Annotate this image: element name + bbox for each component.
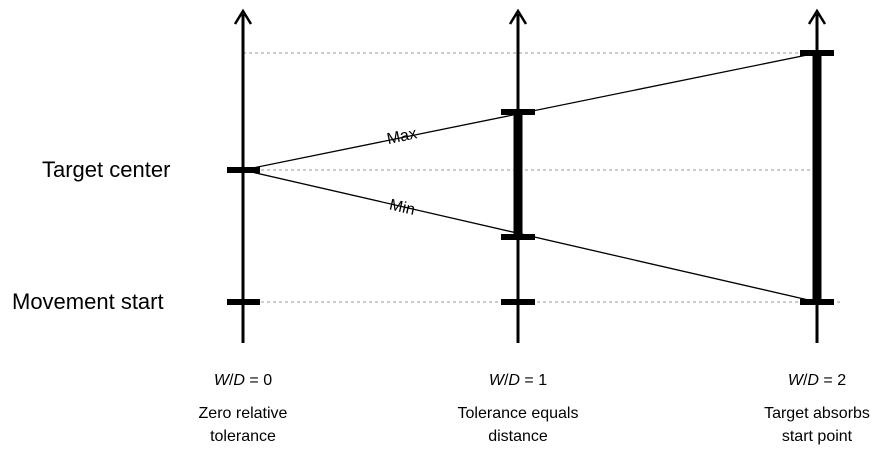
variable: D — [508, 372, 520, 389]
caption: Target absorbs — [764, 405, 870, 422]
variable: W — [214, 372, 231, 389]
variable: W — [788, 372, 805, 389]
slash: / — [504, 372, 509, 389]
caption: Tolerance equals — [458, 405, 579, 422]
min-label: Min — [388, 197, 417, 219]
caption: Zero relative — [199, 405, 288, 422]
ratio-label: W/D = 1 — [489, 372, 547, 389]
equals: = 2 — [819, 372, 846, 389]
ticks — [227, 50, 834, 305]
movement-start-label: Movement start — [12, 289, 164, 314]
target-center-label: Target center — [42, 157, 170, 182]
caption: tolerance — [210, 428, 276, 445]
caption: distance — [488, 428, 548, 445]
max-label: Max — [385, 125, 418, 148]
ratio-label: W/D = 2 — [788, 372, 846, 389]
slash: / — [229, 372, 234, 389]
equals: = 0 — [245, 372, 272, 389]
axes — [233, 8, 827, 343]
variable: W — [489, 372, 506, 389]
variable: D — [233, 372, 245, 389]
caption: start point — [782, 428, 853, 445]
variable: D — [807, 372, 819, 389]
ratio-label: W/D = 0 — [214, 372, 272, 389]
slash: / — [803, 372, 808, 389]
equals: = 1 — [520, 372, 547, 389]
